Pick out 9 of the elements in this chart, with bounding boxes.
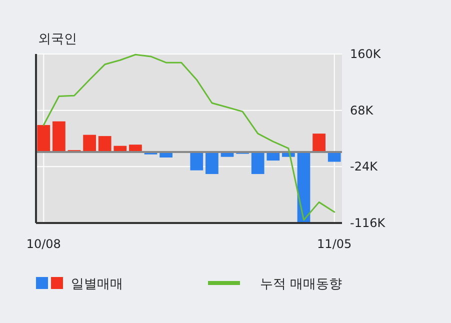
y-tick-label: -116K (350, 216, 386, 230)
y-tick-label: -24K (350, 160, 379, 174)
y-tick-label: 160K (350, 47, 382, 61)
legend-label: 누적 매매동향 (260, 277, 342, 292)
legend-label: 일별매매 (71, 277, 123, 292)
x-tick-label: 10/08 (26, 237, 61, 251)
y-tick-label: 68K (350, 103, 374, 118)
x-tick-label: 11/05 (317, 237, 352, 251)
chart-title: 외국인 (38, 32, 77, 47)
